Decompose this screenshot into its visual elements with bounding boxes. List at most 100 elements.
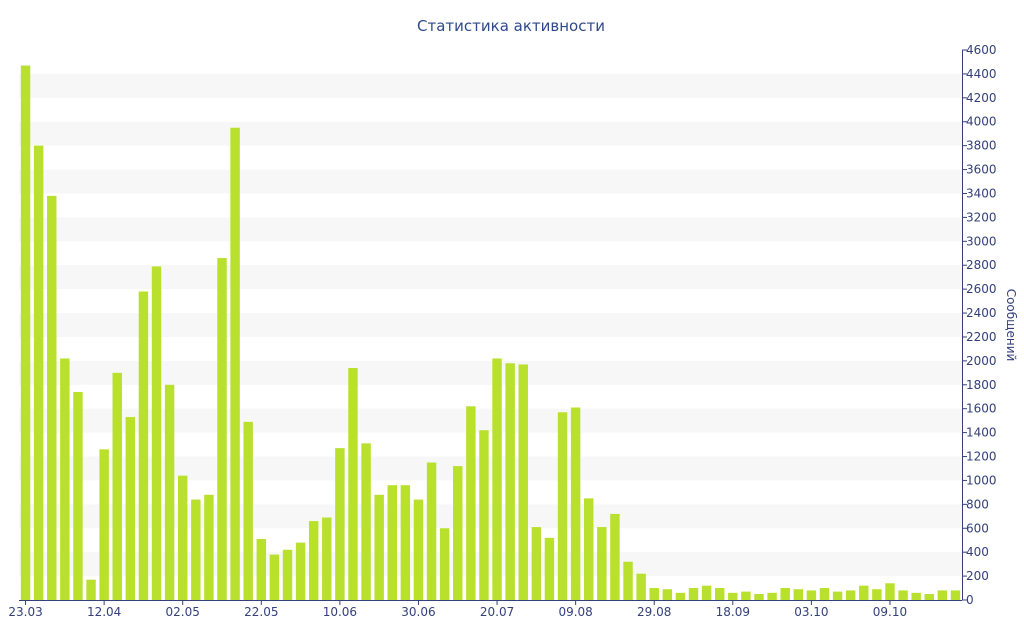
bar <box>282 549 293 600</box>
bar <box>950 590 961 600</box>
y-tick-label: 2800 <box>966 258 997 272</box>
bar <box>780 588 790 600</box>
y-tick-label: 3200 <box>966 210 997 224</box>
bar <box>125 417 136 600</box>
y-tick-label: 1400 <box>966 426 997 440</box>
x-tick-label: 20.07 <box>480 605 514 619</box>
bar <box>308 521 319 600</box>
x-axis-ticks: 23.03 12.04 02.05 22.05 10.06 30.06 20.07 09.08… <box>8 600 907 619</box>
y-tick-label: 2200 <box>966 330 997 344</box>
bar <box>911 592 921 600</box>
bar <box>649 588 659 600</box>
bar <box>60 358 70 600</box>
bar <box>741 591 751 600</box>
bar <box>688 588 699 600</box>
bar-series <box>20 65 961 601</box>
bar <box>584 498 594 600</box>
grid-band <box>19 552 962 577</box>
bar <box>793 589 803 600</box>
bar <box>387 485 397 600</box>
bar <box>164 384 175 600</box>
y-tick-label: 3600 <box>966 163 997 177</box>
y-tick-label: 400 <box>966 545 989 559</box>
x-tick-label: 10.06 <box>323 605 357 619</box>
bar <box>33 145 44 600</box>
bar <box>112 372 122 600</box>
y-tick-label: 4000 <box>966 115 997 129</box>
bar <box>204 494 214 600</box>
grid-band <box>19 456 962 481</box>
bar <box>413 499 424 600</box>
bar <box>217 258 227 600</box>
bar <box>819 588 830 600</box>
bar <box>348 368 358 600</box>
bar <box>623 561 633 600</box>
bar <box>937 590 948 600</box>
bar <box>859 585 869 600</box>
bar <box>924 594 934 600</box>
bar <box>898 590 908 600</box>
y-axis-label: Сообщений <box>1004 289 1018 362</box>
bar <box>518 364 528 600</box>
grid-band <box>19 121 962 146</box>
x-tick-label: 03.10 <box>794 605 828 619</box>
bar <box>662 589 673 600</box>
bar <box>178 475 188 600</box>
x-tick-label: 02.05 <box>166 605 200 619</box>
bar <box>295 542 306 600</box>
y-tick-label: 200 <box>966 569 989 583</box>
bar <box>426 462 437 600</box>
grid-band <box>19 217 962 242</box>
grid-band <box>19 265 962 290</box>
bar <box>256 539 267 600</box>
bar <box>636 573 646 600</box>
bar <box>701 585 712 600</box>
y-tick-label: 1200 <box>966 450 997 464</box>
y-tick-label: 3800 <box>966 139 997 153</box>
y-tick-label: 800 <box>966 497 989 511</box>
x-tick-label: 09.10 <box>873 605 907 619</box>
bar <box>675 592 686 600</box>
bar <box>466 406 476 600</box>
bar <box>832 591 843 600</box>
grid-band <box>19 408 962 433</box>
x-tick-label: 29.08 <box>637 605 671 619</box>
bar <box>400 485 411 600</box>
bar <box>374 494 384 600</box>
bar <box>806 590 817 600</box>
bar <box>86 579 96 600</box>
bar <box>885 583 895 600</box>
bar <box>361 443 371 600</box>
y-tick-label: 1000 <box>966 473 997 487</box>
y-tick-label: 600 <box>966 521 989 535</box>
bar <box>230 127 240 600</box>
y-tick-label: 0 <box>966 593 974 607</box>
chart-title: Статистика активности <box>417 17 605 35</box>
bar <box>597 527 607 600</box>
bar <box>570 407 581 600</box>
bar <box>138 291 149 600</box>
y-tick-label: 3000 <box>966 234 997 248</box>
y-tick-label: 2400 <box>966 306 997 320</box>
bar <box>845 590 856 600</box>
bar <box>191 499 201 600</box>
bar <box>531 527 542 600</box>
y-axis-ticks: 0 200 400 600 800 1000 1200 1400 1600 1800 2000 220… <box>962 43 997 607</box>
y-tick-label: 4400 <box>966 67 997 81</box>
grid-band <box>19 360 962 385</box>
bar <box>151 266 162 600</box>
x-tick-label: 22.05 <box>244 605 278 619</box>
bar <box>872 589 882 600</box>
y-tick-label: 2600 <box>966 282 997 296</box>
x-tick-label: 23.03 <box>8 605 42 619</box>
bar <box>269 554 280 600</box>
bar <box>714 588 725 600</box>
x-tick-label: 18.09 <box>716 605 750 619</box>
bar <box>557 412 568 600</box>
x-tick-label: 09.08 <box>558 605 592 619</box>
bar <box>439 528 450 600</box>
bar <box>610 513 620 600</box>
y-tick-label: 1600 <box>966 402 997 416</box>
y-tick-label: 2000 <box>966 354 997 368</box>
